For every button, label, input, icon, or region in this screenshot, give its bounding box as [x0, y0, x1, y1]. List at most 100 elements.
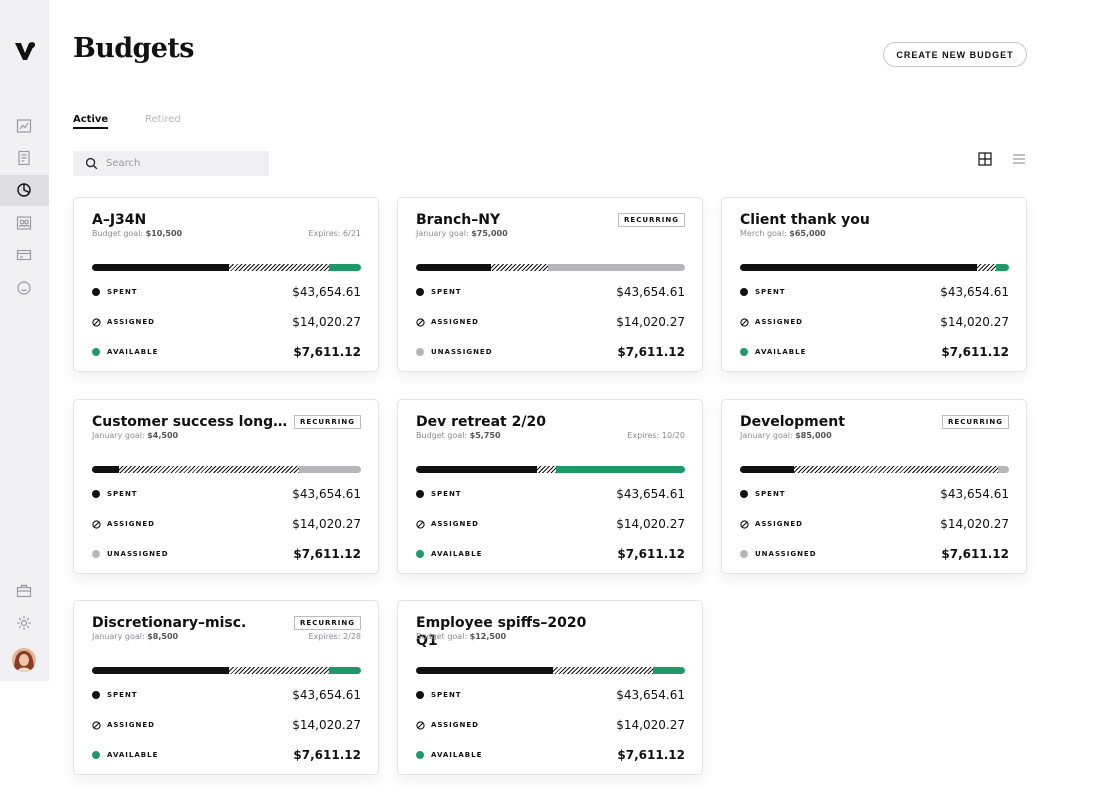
assigned-row: ASSIGNED $14,020.27 — [92, 718, 361, 732]
bar-remaining-segment — [995, 264, 1009, 271]
available-label: AVAILABLE — [431, 550, 483, 558]
logo-icon[interactable] — [14, 40, 36, 62]
bar-assigned-segment — [537, 466, 556, 473]
card-icon[interactable] — [15, 246, 33, 264]
available-row: AVAILABLE $7,611.12 — [416, 547, 685, 561]
available-dot-icon — [740, 348, 748, 356]
unassigned-label: UNASSIGNED — [431, 348, 493, 356]
available-dot-icon — [92, 751, 100, 759]
budget-card[interactable]: Employee spiffs–2020 Q1 Budget goal: $12,… — [397, 600, 703, 775]
bar-spent-segment — [416, 466, 538, 473]
budget-card[interactable]: Development January goal: $85,000 RECURRIN… — [721, 399, 1027, 574]
budget-progress-bar — [740, 466, 1009, 473]
assigned-row: ASSIGNED $14,020.27 — [416, 315, 685, 329]
spent-row: SPENT $43,654.61 — [416, 688, 685, 702]
spent-label: SPENT — [431, 691, 462, 699]
budget-goal: January goal: $85,000 — [740, 431, 832, 440]
bar-remaining-segment — [547, 264, 685, 271]
avatar[interactable] — [12, 648, 36, 672]
spent-dot-icon — [92, 490, 100, 498]
assigned-row: ASSIGNED $14,020.27 — [740, 315, 1009, 329]
spent-dot-icon — [416, 288, 424, 296]
sidebar — [0, 0, 49, 681]
spent-dot-icon — [416, 490, 424, 498]
budget-card[interactable]: Discretionary–misc. January goal: $8,500 E… — [73, 600, 379, 775]
search-box[interactable] — [73, 151, 269, 176]
budget-progress-bar — [92, 667, 361, 674]
unassigned-amount: $7,611.12 — [941, 547, 1009, 561]
spent-row: SPENT $43,654.61 — [92, 487, 361, 501]
budget-expires: Expires: 6/21 — [308, 229, 362, 238]
page-title: Budgets — [73, 33, 194, 64]
assigned-amount: $14,020.27 — [292, 517, 361, 531]
budget-goal-value: $5,750 — [469, 431, 501, 440]
budget-card[interactable]: Client thank you Merch goal: $65,000 SPENT… — [721, 197, 1027, 372]
people-icon[interactable] — [15, 214, 33, 232]
budget-title: A–J34N — [92, 212, 147, 228]
budget-goal: January goal: $8,500 — [92, 632, 178, 641]
unassigned-amount: $7,611.12 — [617, 345, 685, 359]
spent-amount: $43,654.61 — [940, 285, 1009, 299]
available-row: AVAILABLE $7,611.12 — [740, 345, 1009, 359]
create-new-budget-button[interactable]: CREATE NEW BUDGET — [883, 42, 1027, 67]
tab-retired[interactable]: Retired — [145, 114, 181, 125]
briefcase-icon[interactable] — [15, 582, 33, 600]
spent-row: SPENT $43,654.61 — [740, 487, 1009, 501]
spent-label: SPENT — [431, 490, 462, 498]
available-label: AVAILABLE — [107, 348, 159, 356]
budgets-pie-icon[interactable] — [15, 181, 33, 199]
spent-dot-icon — [740, 288, 748, 296]
budget-progress-bar — [92, 264, 361, 271]
assigned-slash-icon — [740, 317, 749, 327]
budget-goal: Budget goal: $12,500 — [416, 632, 506, 641]
spent-amount: $43,654.61 — [616, 285, 685, 299]
smile-icon[interactable] — [15, 279, 33, 297]
budget-progress-bar — [416, 466, 685, 473]
available-dot-icon — [416, 550, 424, 558]
recurring-badge: RECURRING — [294, 415, 361, 429]
budget-card[interactable]: A–J34N Budget goal: $10,500 Expires: 6/21 S… — [73, 197, 379, 372]
assigned-label: ASSIGNED — [431, 520, 479, 528]
bar-assigned-segment — [491, 264, 548, 271]
spent-label: SPENT — [431, 288, 462, 296]
search-icon — [85, 157, 98, 170]
budget-progress-bar — [92, 466, 361, 473]
budget-card[interactable]: Customer success longis... January goal: … — [73, 399, 379, 574]
budget-card[interactable]: Dev retreat 2/20 Budget goal: $5,750 Expir… — [397, 399, 703, 574]
bar-spent-segment — [92, 667, 230, 674]
dashboard-icon[interactable] — [15, 117, 33, 135]
list-view-icon[interactable] — [1012, 151, 1026, 165]
bar-remaining-segment — [328, 667, 361, 674]
spent-dot-icon — [92, 691, 100, 699]
grid-view-icon[interactable] — [978, 151, 992, 166]
budget-goal-label: January goal: — [740, 431, 793, 440]
budget-goal-label: Budget goal: — [416, 632, 468, 641]
budget-goal-label: January goal: — [416, 229, 469, 238]
spent-amount: $43,654.61 — [616, 487, 685, 501]
tab-active[interactable]: Active — [73, 114, 109, 129]
budget-goal-label: January goal: — [92, 632, 145, 641]
spent-row: SPENT $43,654.61 — [416, 285, 685, 299]
budget-goal-value: $8,500 — [147, 632, 179, 641]
assigned-label: ASSIGNED — [431, 721, 479, 729]
assigned-amount: $14,020.27 — [292, 718, 361, 732]
budget-goal: Merch goal: $65,000 — [740, 229, 826, 238]
budget-goal: Budget goal: $10,500 — [92, 229, 182, 238]
spent-amount: $43,654.61 — [616, 688, 685, 702]
assigned-slash-icon — [416, 720, 425, 730]
search-input[interactable] — [106, 158, 256, 169]
unassigned-row: UNASSIGNED $7,611.12 — [92, 547, 361, 561]
budget-goal-label: Budget goal: — [416, 431, 468, 440]
budget-goal-label: Budget goal: — [92, 229, 144, 238]
unassigned-label: UNASSIGNED — [107, 550, 169, 558]
budget-card[interactable]: Branch–NY January goal: $75,000 RECURRING S… — [397, 197, 703, 372]
unassigned-amount: $7,611.12 — [293, 547, 361, 561]
recurring-badge: RECURRING — [618, 213, 685, 227]
document-icon[interactable] — [15, 149, 33, 167]
assigned-slash-icon — [416, 519, 425, 529]
available-dot-icon — [416, 751, 424, 759]
available-amount: $7,611.12 — [617, 547, 685, 561]
unassigned-row: UNASSIGNED $7,611.12 — [416, 345, 685, 359]
settings-icon[interactable] — [15, 614, 33, 632]
unassigned-label: UNASSIGNED — [755, 550, 817, 558]
